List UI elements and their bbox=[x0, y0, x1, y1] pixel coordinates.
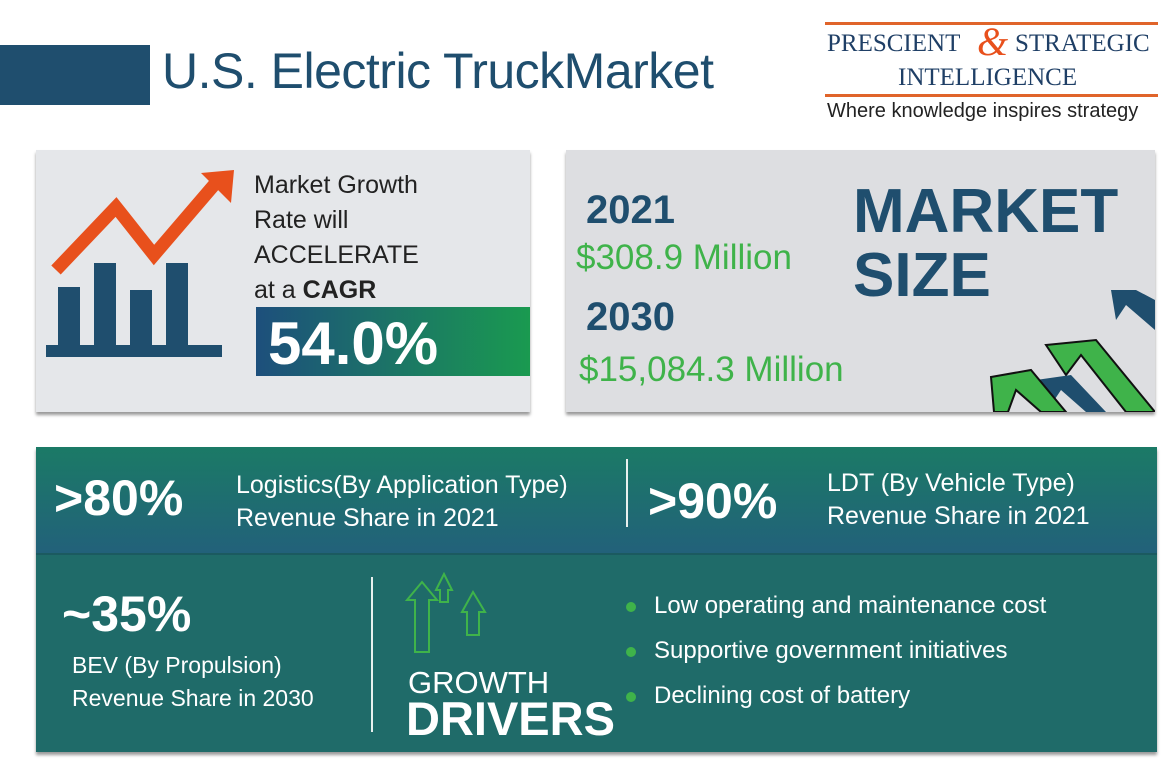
stats-top-band bbox=[36, 447, 1157, 555]
driver-item: Low operating and maintenance cost bbox=[626, 592, 1046, 620]
divider bbox=[371, 577, 373, 732]
driver-item: Declining cost of battery bbox=[626, 682, 910, 710]
growth-drivers-title-2: DRIVERS bbox=[406, 692, 615, 745]
bullet-icon bbox=[626, 601, 636, 612]
growth-line-4-prefix: at a bbox=[254, 276, 303, 304]
bullet-icon bbox=[626, 646, 636, 657]
growth-line-1: Market Growth bbox=[254, 171, 418, 199]
page-title: U.S. Electric TruckMarket bbox=[162, 43, 714, 99]
growth-drivers-title-1: GROWTH bbox=[408, 665, 550, 700]
growth-line-2: Rate will bbox=[254, 206, 349, 234]
divider bbox=[626, 459, 628, 527]
title-accent-bar bbox=[0, 45, 150, 105]
logo-text-prescient: PRESCIENT bbox=[827, 30, 961, 57]
driver-text: Declining cost of battery bbox=[654, 682, 911, 709]
cagr-card: Market Growth Rate will ACCELERATE at a … bbox=[36, 150, 530, 412]
market-size-heading: MARKET SIZE bbox=[853, 180, 1118, 308]
driver-text: Low operating and maintenance cost bbox=[654, 592, 1047, 619]
logistics-share-label: Logistics(By Application Type) Revenue S… bbox=[236, 469, 568, 535]
market-size-heading-2: SIZE bbox=[853, 241, 991, 310]
logo-ampersand: & bbox=[977, 19, 1009, 64]
up-arrows-icon bbox=[404, 572, 487, 653]
growth-line-3: ACCELERATE bbox=[254, 241, 419, 269]
logo-tagline: Where knowledge inspires strategy bbox=[827, 100, 1139, 122]
driver-item: Supportive government initiatives bbox=[626, 637, 1008, 665]
year-2021: 2021 bbox=[586, 188, 675, 232]
cagr-value-box: 54.0% bbox=[256, 307, 530, 377]
value-2030: $15,084.3 Million bbox=[579, 350, 844, 389]
growth-line-4: at a CAGR bbox=[254, 273, 419, 308]
market-size-card: 2021 $308.9 Million 2030 $15,084.3 Milli… bbox=[566, 150, 1155, 412]
value-2021: $308.9 Million bbox=[576, 238, 792, 277]
logo-text-strategic: STRATEGIC bbox=[1015, 30, 1150, 57]
ldt-share-value: >90% bbox=[648, 473, 778, 529]
logistics-label-2: Revenue Share in 2021 bbox=[236, 504, 499, 532]
bullet-icon bbox=[626, 691, 636, 702]
logistics-label-1: Logistics(By Application Type) bbox=[236, 471, 568, 499]
ldt-label-1: LDT (By Vehicle Type) bbox=[827, 469, 1075, 497]
company-logo: PRESCIENT & STRATEGIC INTELLIGENCE Where… bbox=[825, 19, 1160, 122]
ldt-share-label: LDT (By Vehicle Type) Revenue Share in 2… bbox=[827, 467, 1090, 533]
ldt-label-2: Revenue Share in 2021 bbox=[827, 502, 1090, 530]
bev-label-2: Revenue Share in 2030 bbox=[72, 685, 314, 711]
cagr-value: 54.0% bbox=[268, 310, 439, 377]
rising-arrows-icon bbox=[989, 290, 1155, 412]
market-size-heading-1: MARKET bbox=[853, 177, 1119, 246]
cagr-label: CAGR bbox=[302, 276, 377, 304]
stats-panel: >80% Logistics(By Application Type) Reve… bbox=[36, 447, 1157, 752]
year-2030: 2030 bbox=[586, 295, 675, 339]
driver-text: Supportive government initiatives bbox=[654, 637, 1008, 664]
growth-chart-icon bbox=[46, 170, 234, 357]
bev-share-label: BEV (By Propulsion) Revenue Share in 203… bbox=[72, 649, 314, 715]
growth-statement: Market Growth Rate will ACCELERATE at a … bbox=[254, 168, 419, 308]
logistics-share-value: >80% bbox=[54, 470, 184, 526]
bev-label-1: BEV (By Propulsion) bbox=[72, 652, 282, 678]
bev-share-value: ~35% bbox=[62, 586, 192, 642]
logo-text-intelligence: INTELLIGENCE bbox=[898, 64, 1078, 91]
